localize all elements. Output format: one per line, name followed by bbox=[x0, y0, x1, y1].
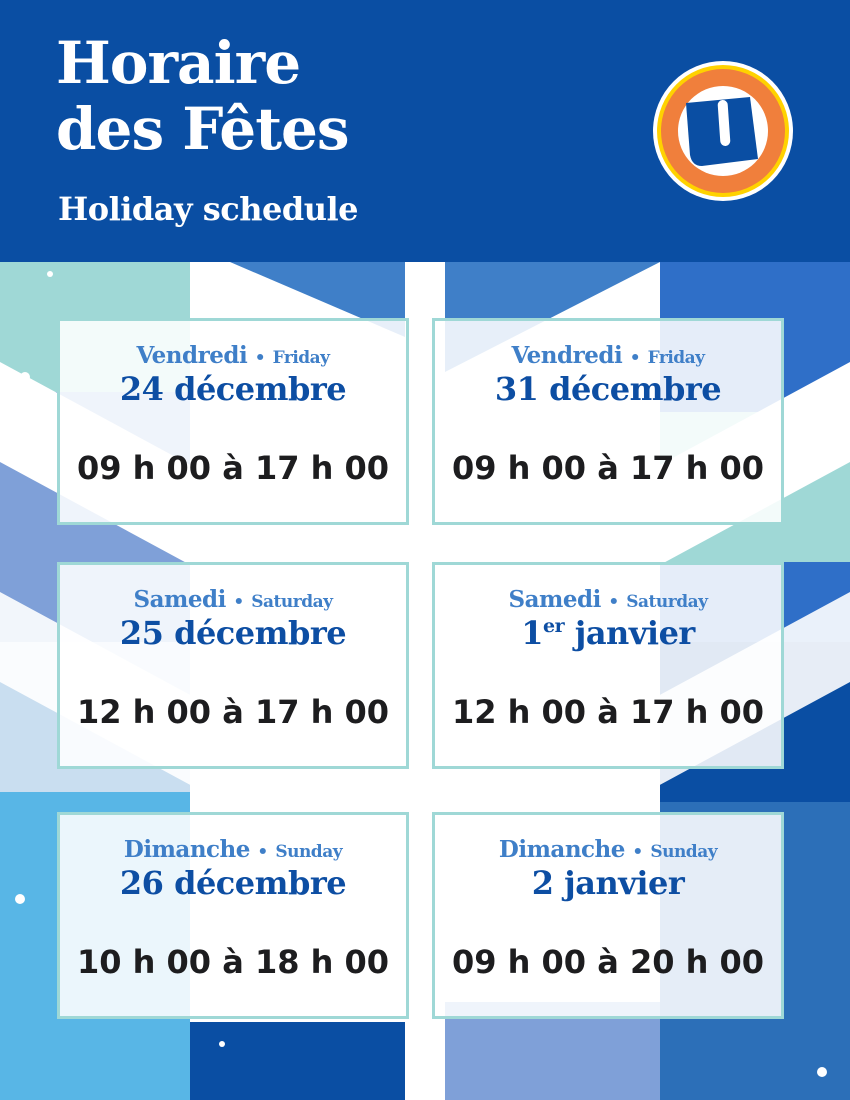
title-line-2: des Fêtes bbox=[56, 95, 350, 163]
day-label: Samedi • Saturday bbox=[133, 586, 333, 613]
header: Horaire des Fêtes Holiday schedule bbox=[0, 0, 850, 262]
day-label: Dimanche • Sunday bbox=[123, 836, 343, 863]
date-label: 25 décembre bbox=[119, 614, 347, 652]
day-label: Dimanche • Sunday bbox=[498, 836, 718, 863]
hours-label: 10 h 00 à 18 h 00 bbox=[76, 943, 390, 981]
schedule-card-dec-25: Samedi • Saturday 25 décembre 12 h 00 à … bbox=[57, 562, 409, 769]
schedule-card-dec-31: Vendredi • Friday 31 décembre 09 h 00 à … bbox=[432, 318, 784, 525]
day-label: Samedi • Saturday bbox=[508, 586, 708, 613]
store-logo bbox=[653, 61, 793, 201]
date-label: 1er janvier bbox=[521, 614, 695, 652]
hours-label: 09 h 00 à 20 h 00 bbox=[451, 943, 765, 981]
hours-label: 09 h 00 à 17 h 00 bbox=[451, 449, 765, 487]
date-label: 2 janvier bbox=[531, 864, 685, 902]
schedule-card-dec-24: Vendredi • Friday 24 décembre 09 h 00 à … bbox=[57, 318, 409, 525]
hours-label: 12 h 00 à 17 h 00 bbox=[451, 693, 765, 731]
date-label: 31 décembre bbox=[494, 370, 722, 408]
schedule-card-dec-26: Dimanche • Sunday 26 décembre 10 h 00 à … bbox=[57, 812, 409, 1019]
day-label: Vendredi • Friday bbox=[511, 342, 705, 369]
page-title: Horaire des Fêtes bbox=[56, 29, 350, 163]
schedule-card-jan-1: Samedi • Saturday 1er janvier 12 h 00 à … bbox=[432, 562, 784, 769]
page-subtitle: Holiday schedule bbox=[58, 190, 359, 228]
schedule-card-jan-2: Dimanche • Sunday 2 janvier 09 h 00 à 20… bbox=[432, 812, 784, 1019]
title-line-1: Horaire bbox=[56, 29, 301, 97]
date-label: 24 décembre bbox=[119, 370, 347, 408]
hours-label: 12 h 00 à 17 h 00 bbox=[76, 693, 390, 731]
hours-label: 09 h 00 à 17 h 00 bbox=[76, 449, 390, 487]
day-label: Vendredi • Friday bbox=[136, 342, 330, 369]
date-label: 26 décembre bbox=[119, 864, 347, 902]
